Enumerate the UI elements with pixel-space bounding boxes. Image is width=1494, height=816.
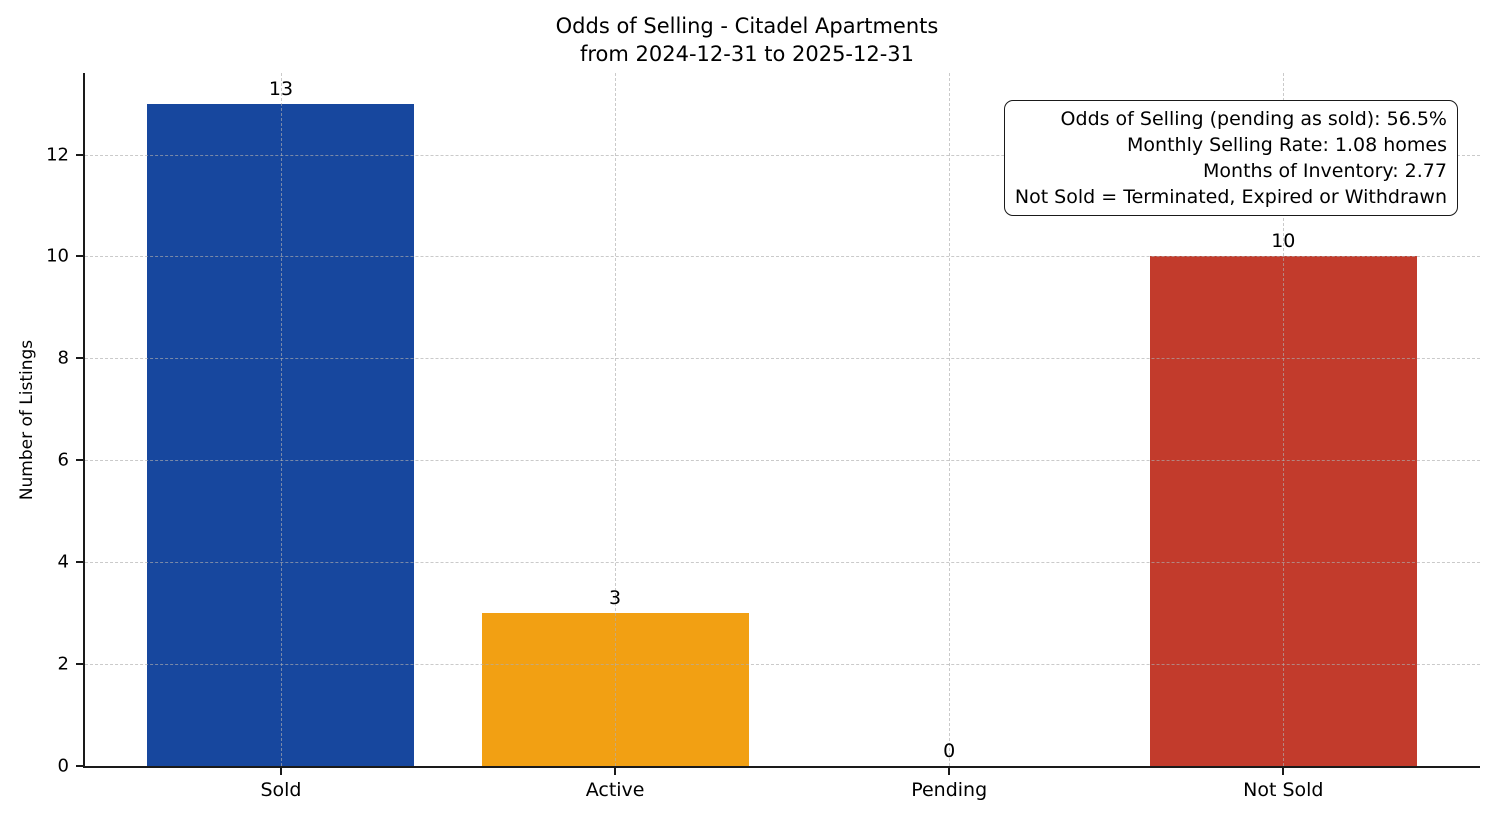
y-tick-label: 2 — [57, 653, 69, 675]
y-tick-label: 10 — [46, 245, 69, 267]
y-tick-mark — [76, 357, 84, 360]
y-tick-mark — [76, 459, 84, 462]
y-axis-spine — [83, 73, 85, 768]
x-tick-label-pending: Pending — [911, 779, 988, 801]
gridline-vertical — [949, 73, 951, 766]
annotation-line-inventory: Months of Inventory: 2.77 — [1203, 160, 1447, 182]
gridline-vertical — [280, 73, 282, 766]
annotation-line-monthly-rate: Monthly Selling Rate: 1.08 homes — [1127, 134, 1447, 156]
y-tick-label: 0 — [57, 755, 69, 777]
x-tick-label-active: Active — [585, 779, 645, 801]
annotation-box: Odds of Selling (pending as sold): 56.5%… — [1003, 100, 1458, 216]
y-tick-label: 6 — [57, 449, 69, 471]
plot-area: 0 2 4 6 8 10 12 13 Sold 3 Active 0 Pending 10 Not Sold — [46, 73, 1480, 801]
y-tick-mark — [76, 561, 84, 564]
x-tick-mark — [614, 767, 617, 775]
gridline-horizontal — [85, 562, 1480, 564]
bar-value-label: 10 — [1271, 230, 1296, 253]
y-tick-mark — [76, 663, 84, 666]
bar-value-label: 13 — [268, 77, 294, 100]
gridline-vertical — [1283, 73, 1285, 766]
annotation-line-not-sold-definition: Not Sold = Terminated, Expired or Withdr… — [1014, 186, 1447, 208]
bar-value-label: 3 — [609, 587, 622, 610]
x-tick-label-not-sold: Not Sold — [1243, 779, 1324, 801]
y-tick-mark — [76, 765, 84, 767]
gridline-horizontal — [85, 256, 1480, 258]
chart-title: Odds of Selling - Citadel Apartments — [555, 14, 939, 38]
y-tick-mark — [76, 153, 84, 156]
y-tick-mark — [76, 255, 84, 258]
gridline-horizontal — [85, 460, 1480, 462]
y-tick-label: 12 — [46, 144, 69, 166]
gridline-vertical — [615, 73, 617, 766]
gridline-horizontal — [85, 358, 1480, 360]
y-tick-label: 4 — [57, 551, 69, 573]
bar-value-label: 0 — [943, 740, 956, 762]
gridline-horizontal — [85, 664, 1480, 666]
x-axis-spine — [83, 766, 1480, 768]
y-axis-label: Number of Listings — [17, 339, 37, 501]
gridline-horizontal — [85, 154, 1480, 156]
y-tick-label: 8 — [57, 347, 69, 369]
x-tick-mark — [1282, 767, 1285, 775]
chart-subtitle: from 2024-12-31 to 2025-12-31 — [579, 42, 915, 66]
x-tick-label-sold: Sold — [260, 779, 302, 801]
x-tick-mark — [948, 767, 951, 775]
x-tick-mark — [279, 767, 282, 775]
annotation-line-odds: Odds of Selling (pending as sold): 56.5% — [1060, 108, 1447, 130]
